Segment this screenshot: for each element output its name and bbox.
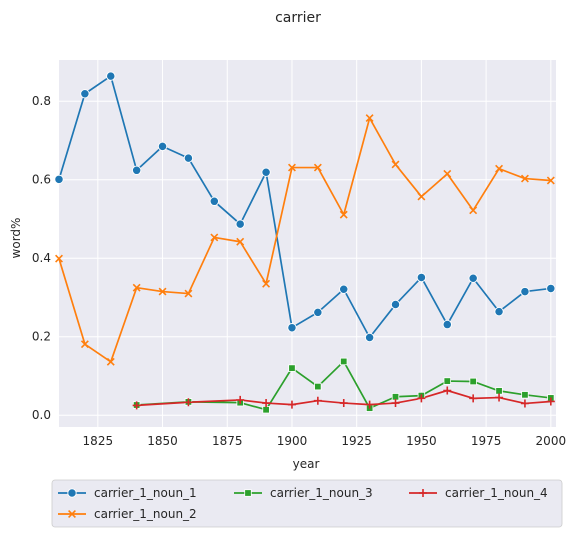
data-point [67, 488, 77, 498]
x-tick-label: 1900 [277, 434, 308, 448]
series-line [58, 117, 551, 363]
x-axis-label: year [293, 457, 320, 471]
legend-box [51, 479, 563, 528]
data-point [442, 319, 452, 330]
data-point [287, 400, 296, 409]
plot-background [59, 60, 556, 427]
data-point [244, 489, 252, 497]
x-tick-label: 1950 [406, 434, 437, 448]
data-point [313, 396, 322, 405]
data-point [546, 397, 555, 406]
x-tick-label: 1925 [341, 434, 372, 448]
data-point [54, 174, 64, 184]
data-point [495, 164, 504, 173]
data-point [391, 160, 400, 169]
data-point [416, 272, 427, 283]
data-point [520, 399, 529, 408]
legend-label: carrier_1_noun_1 [94, 486, 197, 500]
data-point [419, 489, 427, 497]
data-point [80, 89, 90, 99]
y-axis-label: word% [9, 218, 23, 259]
data-point [313, 307, 323, 318]
y-tick-label: 0.0 [32, 408, 51, 422]
data-point [210, 233, 219, 242]
data-point [494, 306, 504, 317]
chart-title: carrier [275, 10, 321, 26]
plot-area: 1825 1850 1875 1900 1925 1950 1975 2000 0.0 0.2 0.… [32, 60, 566, 448]
data-point [521, 391, 529, 399]
data-point [546, 283, 556, 294]
y-tick-label: 0.8 [32, 94, 51, 108]
data-point [68, 510, 76, 518]
data-point [546, 176, 555, 185]
data-point [417, 394, 426, 403]
x-tick-label: 1825 [83, 434, 114, 448]
data-point [132, 165, 142, 175]
data-point [443, 386, 452, 395]
legend-label: carrier_1_noun_2 [94, 507, 197, 521]
data-point [314, 382, 322, 391]
data-point [469, 377, 477, 386]
data-point [495, 387, 503, 395]
data-point [183, 153, 194, 163]
y-tick-label: 0.6 [32, 173, 51, 187]
data-point [262, 399, 271, 408]
data-point [235, 219, 245, 229]
data-point [313, 163, 322, 172]
data-point [364, 332, 375, 343]
y-tick-label: 0.4 [32, 251, 51, 265]
data-point [157, 141, 168, 152]
data-point [520, 174, 529, 183]
data-point [468, 273, 478, 283]
data-point [443, 377, 451, 385]
data-point [443, 169, 452, 178]
data-point [287, 323, 297, 333]
legend-label: carrier_1_noun_3 [270, 486, 373, 500]
x-tick-label: 2000 [536, 434, 567, 448]
data-point [184, 398, 193, 407]
legend: carrier_1_noun_1 carrier_1_noun_2 carrier_… [51, 479, 563, 528]
data-point [365, 114, 374, 123]
data-point [236, 395, 245, 404]
data-point [339, 284, 349, 294]
data-point [340, 357, 348, 366]
legend-label: carrier_1_noun_4 [445, 486, 548, 500]
data-point [288, 163, 296, 172]
data-point [209, 196, 219, 206]
data-point [132, 283, 141, 292]
data-point [106, 71, 116, 81]
data-point [469, 206, 478, 215]
data-point [106, 357, 115, 366]
y-tick-label: 0.2 [32, 330, 51, 344]
data-point [365, 400, 374, 409]
data-point [520, 286, 530, 297]
data-point [261, 167, 271, 177]
x-tick-label: 1850 [147, 434, 178, 448]
data-point [469, 394, 478, 403]
x-tick-label: 1875 [212, 434, 243, 448]
data-point [80, 340, 89, 349]
data-point [288, 364, 296, 372]
data-point [262, 279, 271, 288]
data-point [391, 399, 400, 408]
data-point [158, 287, 167, 296]
data-point [339, 399, 348, 408]
data-point [236, 237, 245, 246]
data-point [262, 406, 270, 414]
x-tick-label: 1975 [471, 434, 502, 448]
data-point [390, 299, 401, 310]
data-point [339, 210, 348, 219]
data-point [184, 289, 193, 298]
series-line [58, 75, 551, 339]
data-point [55, 254, 63, 263]
data-point [132, 401, 141, 410]
data-point [417, 192, 426, 201]
data-point [495, 393, 504, 402]
